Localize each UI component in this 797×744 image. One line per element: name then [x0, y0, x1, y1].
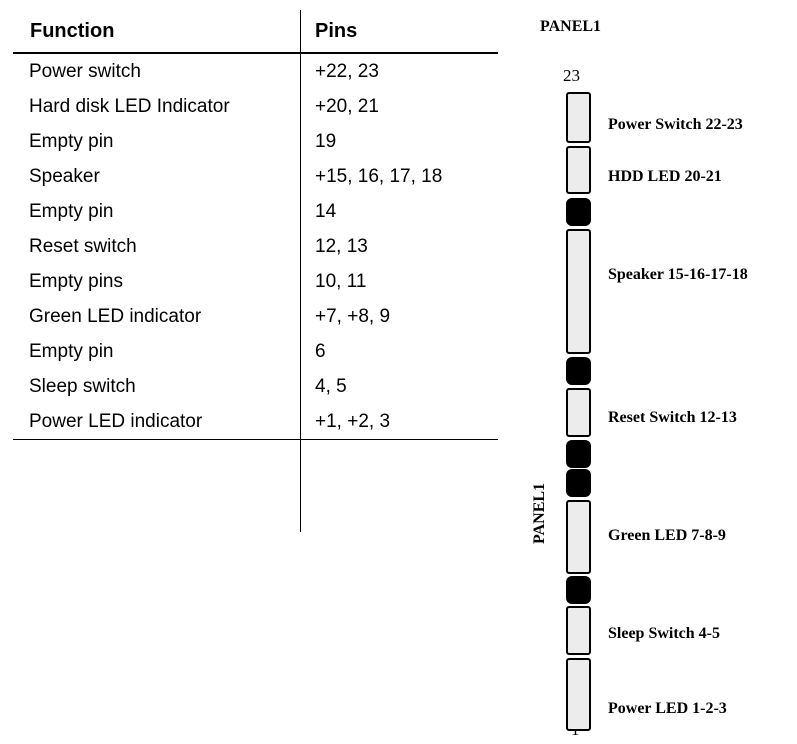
table-row: Empty pin 6	[13, 334, 498, 369]
cell-function: Empty pins	[29, 270, 123, 292]
cell-pins: 6	[315, 340, 326, 362]
empty-pin-14	[566, 357, 591, 385]
cell-function: Empty pin	[29, 340, 114, 362]
table-row: Empty pins 10, 11	[13, 264, 498, 299]
empty-pin-11	[566, 440, 591, 468]
cell-function: Speaker	[29, 165, 100, 187]
label-hdd-led: HDD LED 20-21	[608, 168, 722, 185]
table-row: Empty pin 19	[13, 124, 498, 159]
cell-function: Reset switch	[29, 235, 137, 257]
table-row: Sleep switch 4, 5	[13, 369, 498, 404]
speaker-pins	[564, 229, 593, 354]
table-row: Reset switch 12, 13	[13, 229, 498, 264]
cell-function: Power switch	[29, 60, 141, 82]
table-bottom-rule	[13, 439, 498, 440]
table-row: Hard disk LED Indicator +20, 21	[13, 89, 498, 124]
cell-pins: 4, 5	[315, 375, 347, 397]
cell-pins: 19	[315, 130, 337, 152]
table-row: Power LED indicator +1, +2, 3	[13, 404, 498, 439]
cell-pins: +20, 21	[315, 95, 379, 117]
hdd-led-pins	[564, 146, 593, 194]
cell-function: Power LED indicator	[29, 410, 203, 432]
panel-vertical-label: PANEL1	[531, 482, 548, 544]
table-row: Empty pin 14	[13, 194, 498, 229]
cell-pins: 12, 13	[315, 235, 368, 257]
header-function: Function	[30, 19, 115, 42]
pin-function-table: Function Pins Power switch +22, 23 Hard …	[13, 10, 498, 440]
sleep-switch-pins	[564, 606, 593, 655]
cell-pins: 14	[315, 200, 337, 222]
cell-pins: +15, 16, 17, 18	[315, 165, 443, 187]
table-header: Function Pins	[13, 10, 498, 54]
cell-function: Sleep switch	[29, 375, 136, 397]
column-divider	[300, 10, 301, 532]
label-sleep-switch: Sleep Switch 4-5	[608, 625, 720, 642]
green-led-pins	[564, 500, 593, 574]
top-pin-number: 23	[563, 66, 580, 85]
panel-title: PANEL1	[540, 18, 602, 35]
table-row: Speaker +15, 16, 17, 18	[13, 159, 498, 194]
header-pins: Pins	[315, 19, 358, 42]
power-led-pins	[564, 658, 593, 731]
cell-function: Hard disk LED Indicator	[29, 95, 230, 117]
empty-pin-6	[566, 576, 591, 604]
label-power-switch: Power Switch 22-23	[608, 116, 743, 133]
label-reset-switch: Reset Switch 12-13	[608, 409, 737, 426]
cell-pins: +22, 23	[315, 60, 379, 82]
cell-function: Green LED indicator	[29, 305, 202, 327]
power-switch-pins	[564, 92, 593, 143]
cell-pins: +7, +8, 9	[315, 305, 391, 327]
empty-pin-10	[566, 469, 591, 497]
cell-pins: 10, 11	[315, 270, 367, 292]
cell-pins: +1, +2, 3	[315, 410, 391, 432]
label-power-led: Power LED 1-2-3	[608, 700, 727, 717]
label-speaker: Speaker 15-16-17-18	[608, 266, 748, 283]
cell-function: Empty pin	[29, 130, 114, 152]
table-row: Power switch +22, 23	[13, 54, 498, 89]
empty-pin-19	[566, 198, 591, 226]
label-green-led: Green LED 7-8-9	[608, 527, 726, 544]
cell-function: Empty pin	[29, 200, 114, 222]
table-row: Green LED indicator +7, +8, 9	[13, 299, 498, 334]
reset-switch-pins	[564, 388, 593, 437]
